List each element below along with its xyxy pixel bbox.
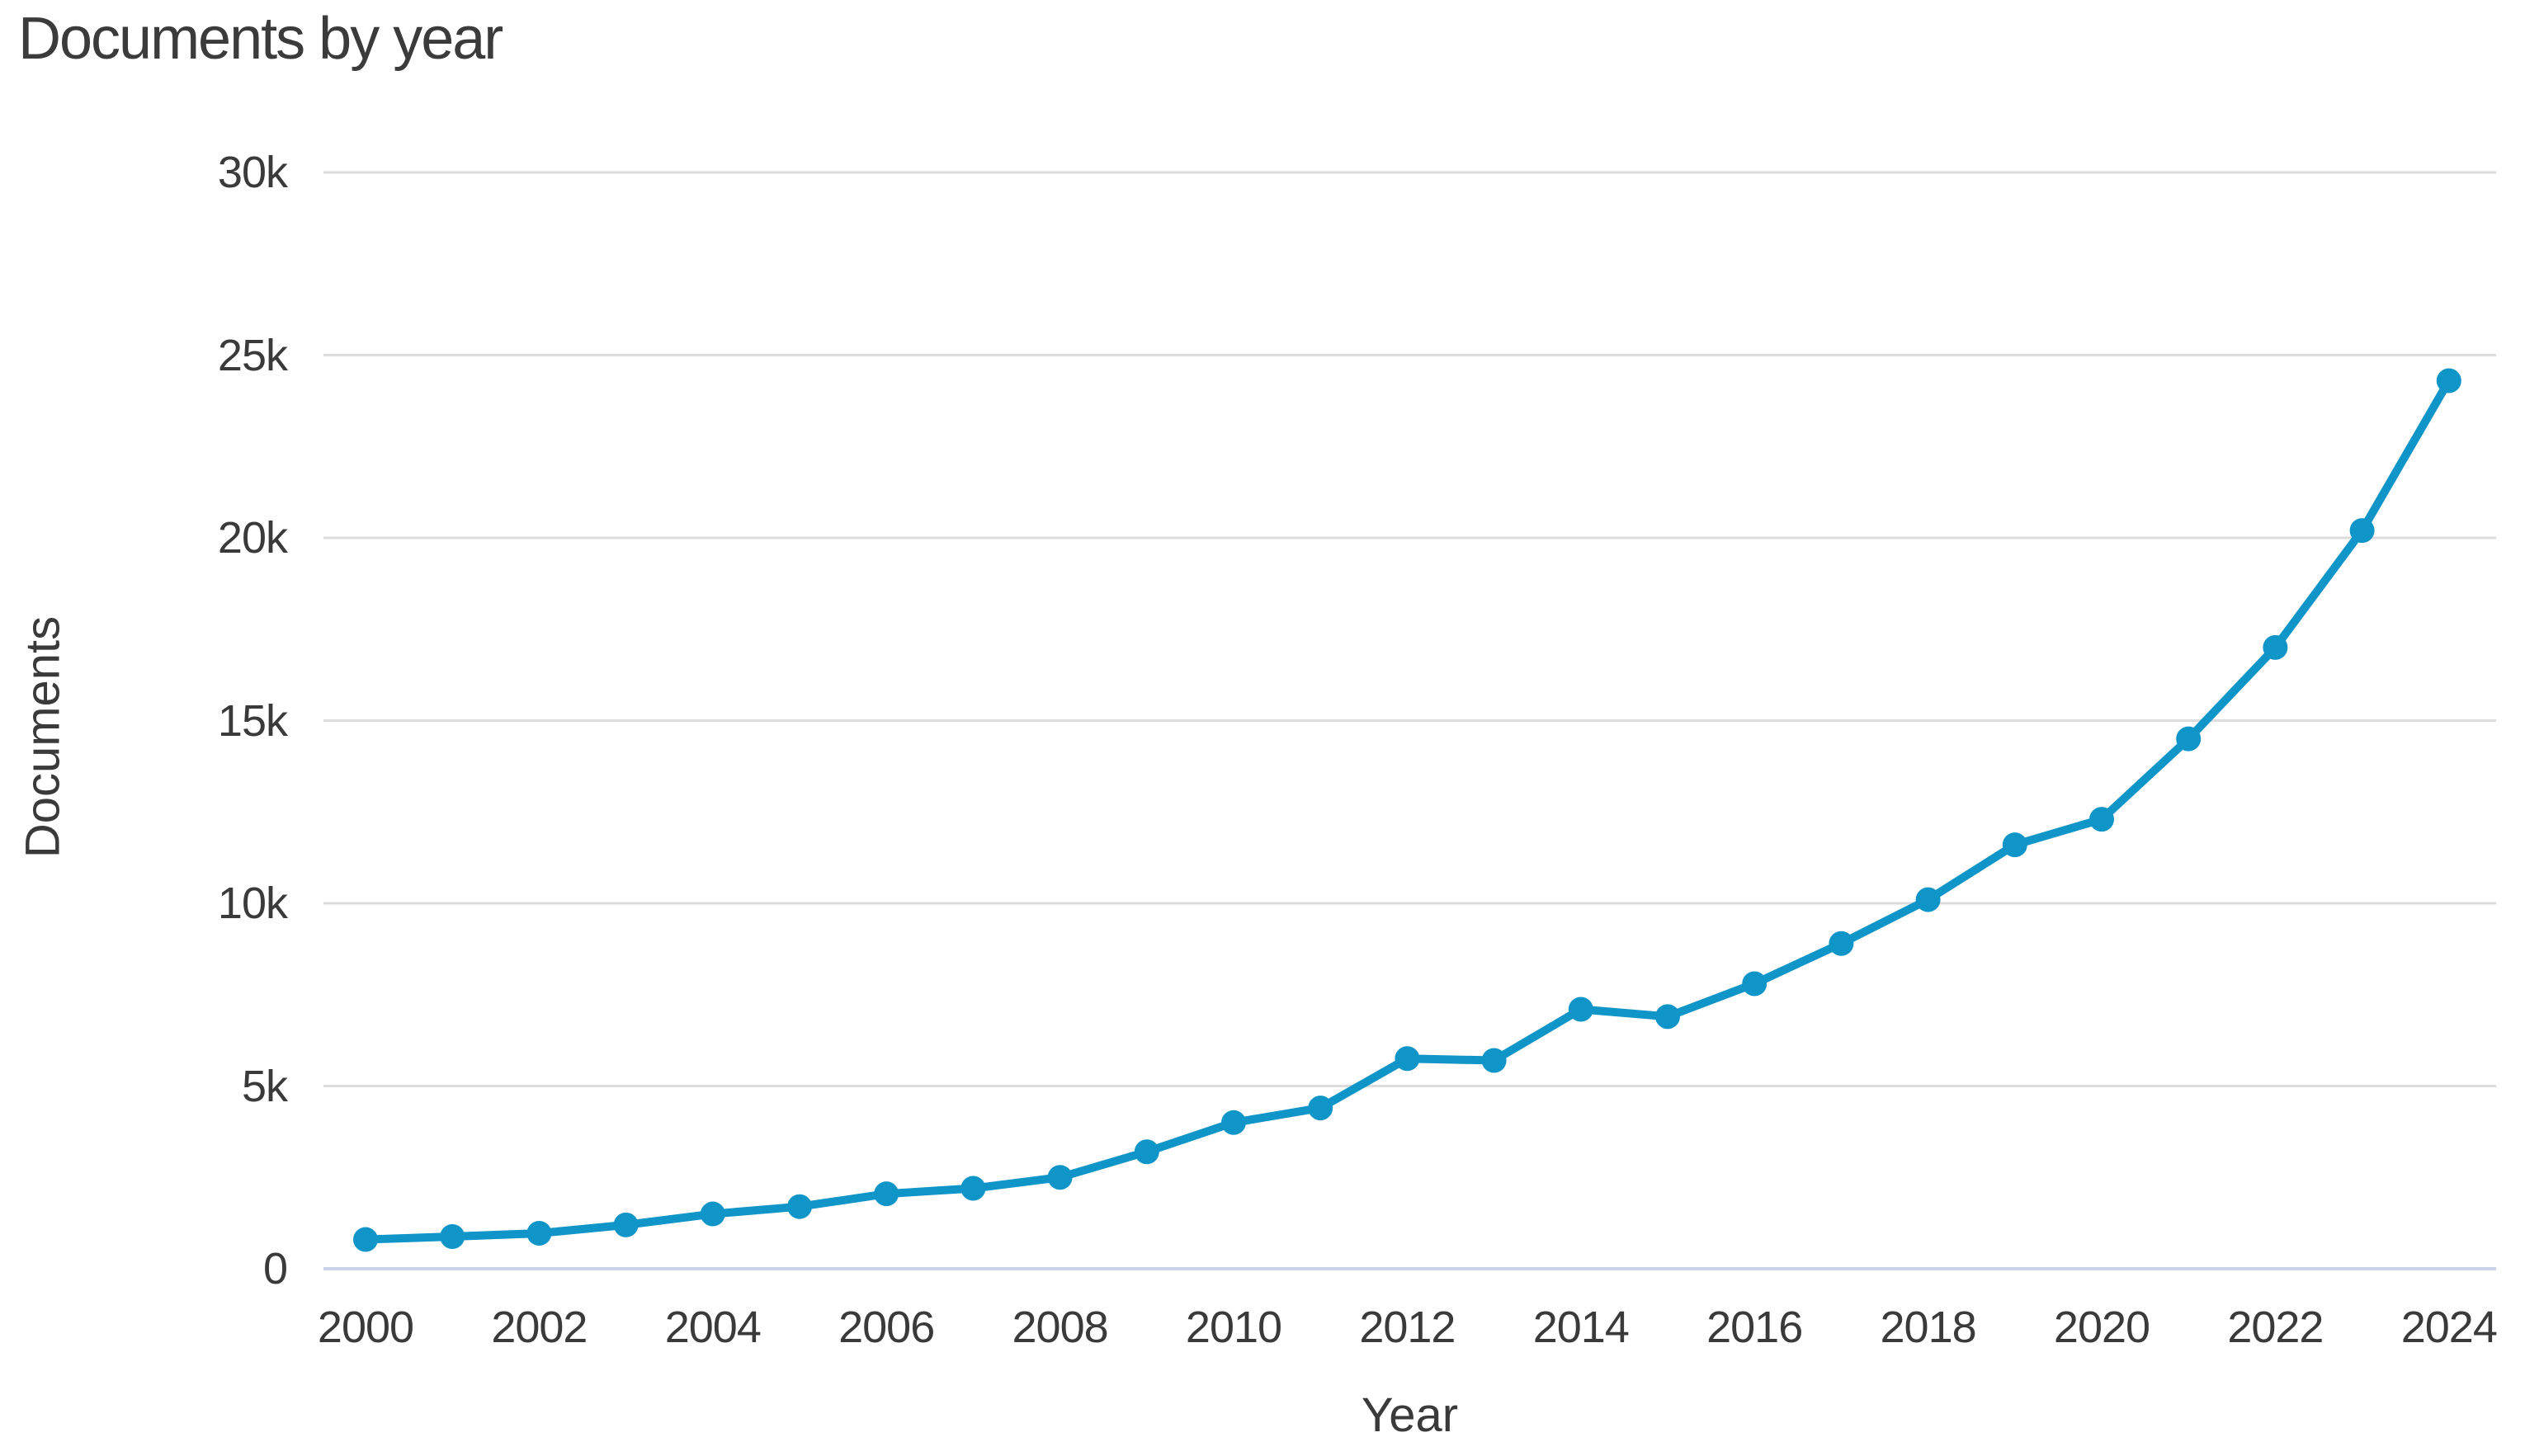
data-point-2004[interactable] xyxy=(700,1201,725,1227)
data-point-2005[interactable] xyxy=(787,1194,812,1219)
data-point-2011[interactable] xyxy=(1308,1096,1333,1121)
data-point-2017[interactable] xyxy=(1829,931,1854,956)
y-tick-label-30k: 30k xyxy=(217,148,288,197)
data-point-2018[interactable] xyxy=(1915,887,1941,912)
data-point-2002[interactable] xyxy=(526,1221,552,1246)
documents-series-line xyxy=(361,376,2453,1244)
data-point-2008[interactable] xyxy=(1047,1165,1073,1190)
data-point-2021[interactable] xyxy=(2176,726,2202,752)
data-point-2022[interactable] xyxy=(2263,634,2288,660)
x-tick-label-2024: 2024 xyxy=(2400,1303,2498,1352)
y-tick-label-5k: 5k xyxy=(241,1061,288,1111)
data-point-2010[interactable] xyxy=(1221,1110,1246,1135)
y-tick-label-0: 0 xyxy=(262,1244,288,1293)
x-tick-label-2010: 2010 xyxy=(1185,1303,1282,1352)
data-point-2007[interactable] xyxy=(960,1176,986,1201)
data-point-2009[interactable] xyxy=(1134,1139,1159,1165)
data-point-2013[interactable] xyxy=(1481,1048,1507,1073)
x-tick-label-2012: 2012 xyxy=(1359,1303,1456,1352)
x-tick-label-2002: 2002 xyxy=(491,1303,588,1352)
y-tick-label-10k: 10k xyxy=(217,879,288,928)
x-tick-label-2016: 2016 xyxy=(1706,1303,1803,1352)
data-point-2019[interactable] xyxy=(2002,832,2027,858)
data-point-2023[interactable] xyxy=(2349,518,2375,544)
x-tick-label-2018: 2018 xyxy=(1880,1303,1977,1352)
data-point-2016[interactable] xyxy=(1742,971,1768,997)
data-point-2000[interactable] xyxy=(353,1227,378,1252)
x-tick-label-2008: 2008 xyxy=(1012,1303,1109,1352)
chart-title: Documents by year xyxy=(18,6,503,72)
y-tick-label-15k: 15k xyxy=(217,695,288,746)
x-tick-label-2014: 2014 xyxy=(1532,1303,1630,1352)
y-tick-label-20k: 20k xyxy=(217,513,288,563)
x-tick-label-2020: 2020 xyxy=(2053,1303,2150,1352)
data-point-2015[interactable] xyxy=(1655,1004,1680,1030)
x-tick-label-2006: 2006 xyxy=(838,1303,935,1352)
x-tick-label-2000: 2000 xyxy=(317,1303,414,1352)
data-point-2014[interactable] xyxy=(1568,997,1593,1022)
x-axis-title: Year xyxy=(1361,1388,1459,1442)
x-tick-label-2004: 2004 xyxy=(664,1303,762,1352)
x-tick-label-2022: 2022 xyxy=(2227,1303,2324,1352)
y-tick-label-25k: 25k xyxy=(217,330,288,380)
data-point-2012[interactable] xyxy=(1395,1046,1420,1072)
data-point-2001[interactable] xyxy=(440,1224,465,1250)
data-point-2024[interactable] xyxy=(2436,368,2461,393)
data-point-2003[interactable] xyxy=(613,1212,639,1237)
data-point-2006[interactable] xyxy=(874,1181,899,1207)
data-point-2020[interactable] xyxy=(2089,807,2114,832)
